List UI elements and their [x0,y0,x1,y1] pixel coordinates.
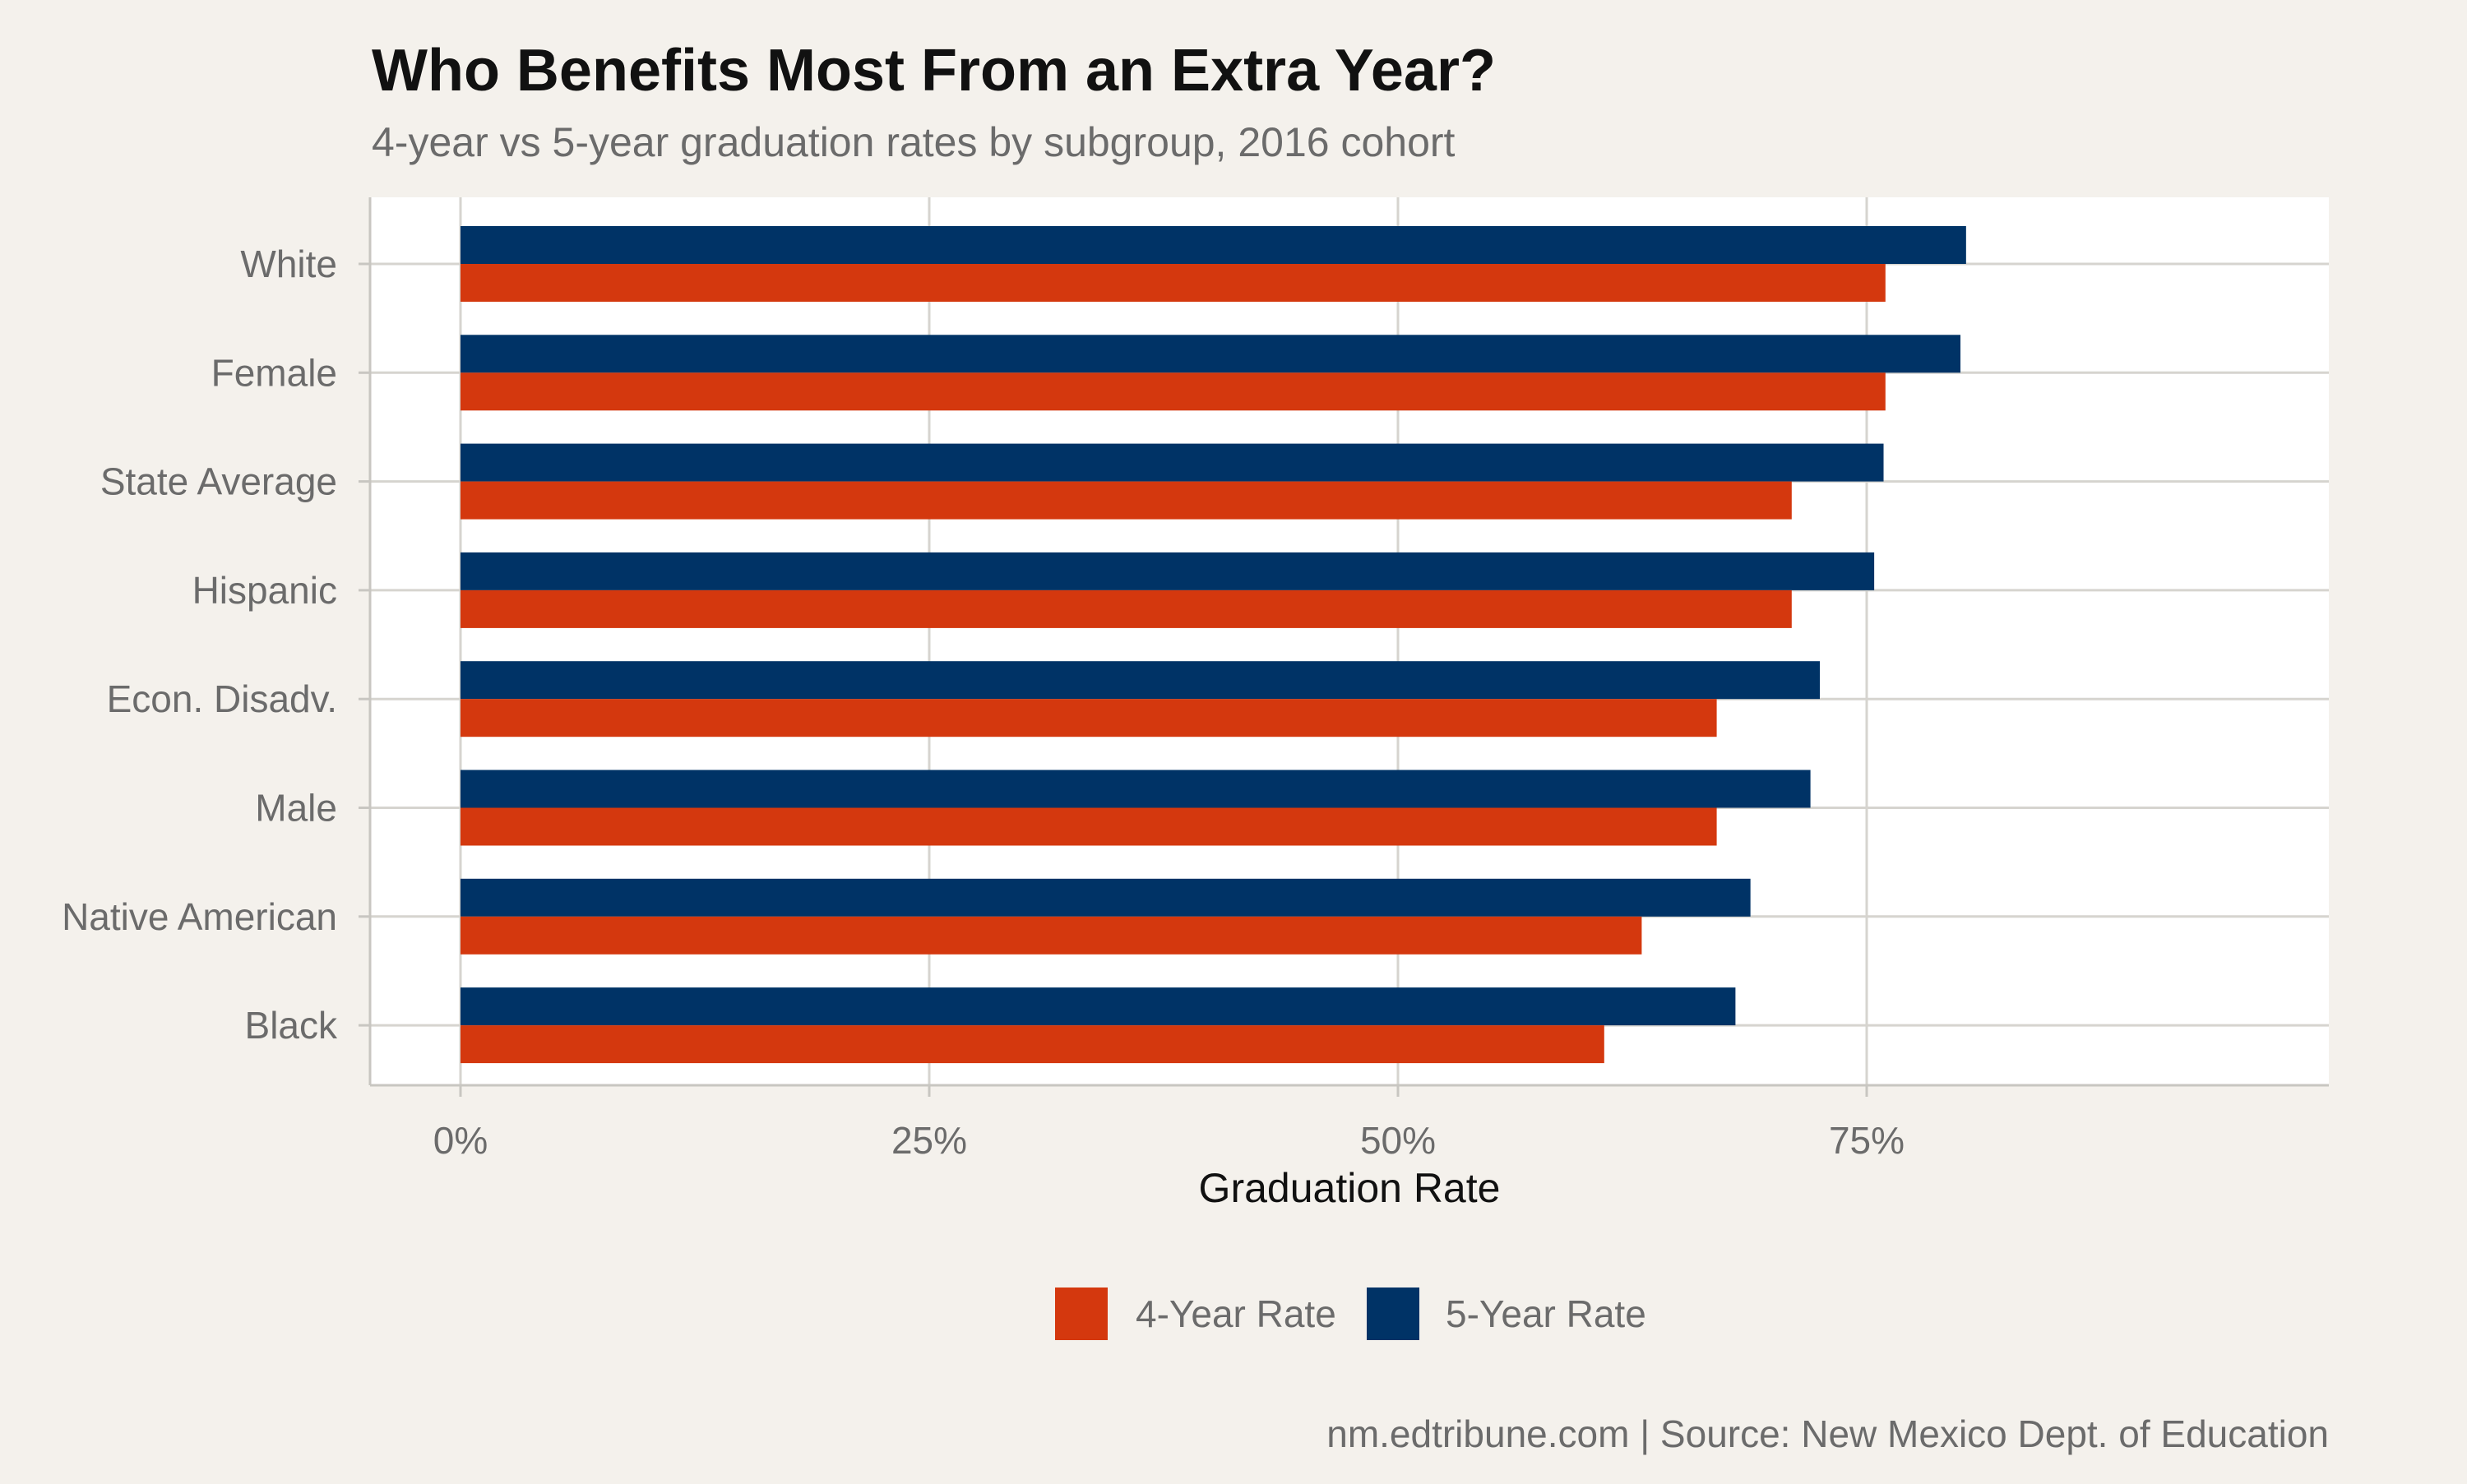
bar-5-year-rate [461,770,1811,808]
bar-4-year-rate [461,264,1886,302]
chart-title: Who Benefits Most From an Extra Year? [372,38,1496,104]
caption: nm.edtribune.com | Source: New Mexico De… [1326,1412,2329,1455]
x-axis-labels: 0% 25% 50% 75% [433,1085,1905,1162]
x-tick-label: 50% [1360,1119,1436,1162]
bar-4-year-rate [461,481,1792,520]
bar-5-year-rate [461,987,1736,1026]
legend-swatch [1055,1288,1108,1340]
bar-5-year-rate [461,443,1884,482]
legend: 4-Year Rate 5-Year Rate [1055,1288,1646,1340]
bars [461,226,1966,1064]
y-axis-labels: White Female State Average Hispanic Econ. Di… [62,243,370,1047]
legend-swatch [1367,1288,1419,1340]
bar-5-year-rate [461,226,1966,264]
bar-4-year-rate [461,699,1717,737]
x-tick-label: 25% [891,1119,967,1162]
x-axis-title: Graduation Rate [1199,1165,1501,1211]
legend-label: 4-Year Rate [1136,1292,1336,1335]
x-tick-label: 0% [433,1119,488,1162]
y-category-label: Hispanic [192,569,337,612]
y-category-label: Black [245,1004,338,1047]
y-category-label: Female [211,351,337,394]
bar-4-year-rate [461,372,1886,411]
y-category-label: State Average [100,460,337,503]
bar-4-year-rate [461,1025,1604,1064]
y-category-label: Econ. Disadv. [107,677,337,720]
y-category-label: White [240,243,337,285]
y-category-label: Native American [62,895,337,938]
chart-subtitle: 4-year vs 5-year graduation rates by sub… [372,119,1456,165]
y-category-label: Male [255,787,337,830]
bar-5-year-rate [461,661,1820,700]
legend-label: 5-Year Rate [1446,1292,1646,1335]
bar-4-year-rate [461,807,1717,846]
bar-4-year-rate [461,916,1642,955]
bar-5-year-rate [461,552,1875,590]
x-tick-label: 75% [1829,1119,1905,1162]
bar-5-year-rate [461,335,1960,373]
bar-4-year-rate [461,589,1792,628]
bar-5-year-rate [461,878,1751,917]
